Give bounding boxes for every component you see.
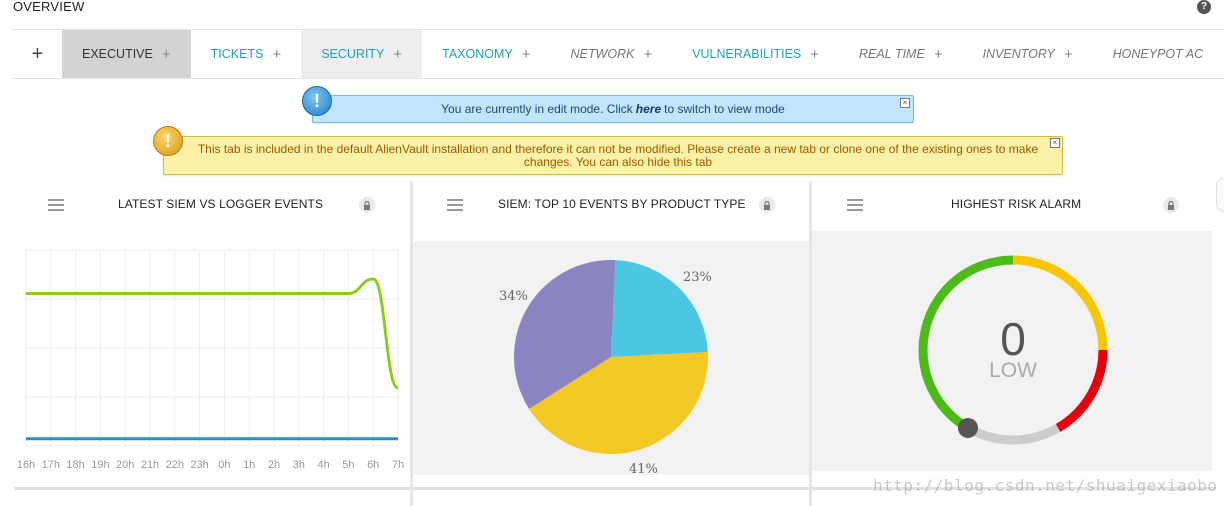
tab-label: NETWORK <box>570 47 635 61</box>
x-tick-label: 6h <box>367 459 380 471</box>
widget-title: LATEST SIEM VS LOGGER EVENTS <box>118 197 324 211</box>
widget-siem-vs-logger: LATEST SIEM VS LOGGER EVENTS <box>0 181 410 506</box>
tab-label: EXECUTIVE <box>82 47 153 61</box>
x-tick-label: 19h <box>91 459 110 471</box>
panel-divider <box>809 181 812 506</box>
lock-icon[interactable] <box>759 197 775 213</box>
plus-icon[interactable]: + <box>643 45 653 63</box>
page-title: OVERVIEW <box>13 0 85 14</box>
x-tick-label: 20h <box>116 459 135 471</box>
widget-title: SIEM: TOP 10 EVENTS BY PRODUCT TYPE <box>498 197 746 211</box>
plus-icon[interactable]: + <box>272 45 282 63</box>
tab-network[interactable]: NETWORK + <box>551 30 673 78</box>
pie-slice[interactable] <box>529 352 708 454</box>
close-icon[interactable]: × <box>1050 138 1060 148</box>
x-tick-label: 16h <box>16 459 36 471</box>
slice-label: 41% <box>629 462 658 477</box>
tab-security[interactable]: SECURITY + <box>301 30 423 78</box>
pie-slice[interactable] <box>611 260 708 357</box>
x-tick-label: 18h <box>66 459 85 471</box>
warning-icon: ! <box>153 126 183 156</box>
tab-label: SECURITY <box>321 47 385 61</box>
help-icon[interactable]: ? <box>1197 0 1211 14</box>
gauge-arc-yellow <box>1012 255 1108 351</box>
x-axis-ticks: 16h 17h 18h 19h 20h 21h 22h 23h 0h 1h 2h 3h 4h 5h 6h 7h <box>14 459 406 473</box>
slice-label: 34% <box>499 289 528 304</box>
tab-label: REAL TIME <box>859 47 925 61</box>
x-tick-label: 3h <box>292 459 305 471</box>
slice-label: 23% <box>683 270 712 285</box>
gauge-arc-red <box>1055 349 1108 432</box>
lock-icon[interactable] <box>359 197 375 213</box>
x-tick-label: 21h <box>140 459 160 471</box>
warning-text: This tab is included in the default Alie… <box>197 142 1039 169</box>
tab-bar: + EXECUTIVE + TICKETS + SECURITY + TAXONOMY… <box>13 29 1224 79</box>
x-tick-label: 7h <box>391 459 405 471</box>
x-tick-label: 5h <box>342 459 355 471</box>
tab-taxonomy[interactable]: TAXONOMY + <box>422 30 550 78</box>
tab-vulnerabilities[interactable]: VULNERABILITIES + <box>672 30 839 78</box>
lock-icon[interactable] <box>1163 197 1179 213</box>
menu-icon[interactable] <box>447 199 463 211</box>
plus-icon[interactable]: + <box>1063 45 1073 63</box>
x-tick-label: 1h <box>243 459 256 471</box>
plus-icon[interactable]: + <box>521 45 531 63</box>
panel-footer-line <box>413 487 809 490</box>
line-chart <box>25 249 399 447</box>
x-tick-label: 0h <box>218 459 231 471</box>
edit-mode-message: You are currently in edit mode. Click he… <box>312 95 914 123</box>
tab-label: TICKETS <box>210 47 264 61</box>
message-text: You are currently in edit mode. Click <box>441 102 633 116</box>
gauge-value: 0 <box>1000 313 1026 365</box>
gauge-arc-track <box>965 423 1061 445</box>
add-tab-button[interactable]: + <box>31 42 44 65</box>
x-tick-label: 22h <box>165 459 184 471</box>
widget-title: HIGHEST RISK ALARM <box>951 197 1082 211</box>
menu-icon[interactable] <box>48 199 64 211</box>
x-tick-label: 17h <box>41 459 60 471</box>
tab-label: TAXONOMY <box>442 47 513 61</box>
message-text: to switch to view mode <box>664 102 785 116</box>
panel-divider <box>410 181 413 506</box>
pie-slice[interactable] <box>514 260 616 409</box>
tab-executive[interactable]: EXECUTIVE + <box>62 30 191 78</box>
gauge-knob[interactable] <box>958 417 978 438</box>
close-icon[interactable]: × <box>900 98 910 108</box>
warning-message: This tab is included in the default Alie… <box>163 136 1063 175</box>
scroll-handle[interactable] <box>1216 178 1224 212</box>
panel-footer-line <box>14 487 410 490</box>
tab-real-time[interactable]: REAL TIME + <box>839 30 963 78</box>
view-mode-link[interactable]: here <box>635 102 662 116</box>
plus-icon[interactable]: + <box>810 45 820 63</box>
gauge-arc-green <box>918 255 1014 351</box>
info-icon: ! <box>302 86 332 116</box>
tab-inventory[interactable]: INVENTORY + <box>963 30 1093 78</box>
tab-tickets[interactable]: TICKETS + <box>191 30 302 78</box>
tab-honeypot[interactable]: HONEYPOT AC <box>1093 30 1224 78</box>
panel-footer-line <box>812 487 1216 490</box>
x-tick-label: 4h <box>317 459 330 471</box>
plus-icon[interactable]: + <box>933 45 943 63</box>
risk-gauge <box>918 255 1108 445</box>
tab-label: INVENTORY <box>982 47 1055 61</box>
watermark: http://blog.csdn.net/shuaigexiaobo <box>873 476 1218 495</box>
plus-icon[interactable]: + <box>393 45 403 63</box>
gauge-arc-green <box>918 349 971 432</box>
x-tick-label: 23h <box>190 459 209 471</box>
plus-icon[interactable]: + <box>161 45 171 63</box>
x-tick-label: 2h <box>267 459 281 471</box>
tab-label: HONEYPOT AC <box>1112 47 1204 61</box>
gauge-area <box>812 231 1212 471</box>
tab-label: VULNERABILITIES <box>692 47 802 61</box>
menu-icon[interactable] <box>847 199 863 211</box>
series-line <box>25 277 399 390</box>
pie-chart <box>514 260 708 454</box>
gauge-label: LOW <box>989 359 1037 382</box>
